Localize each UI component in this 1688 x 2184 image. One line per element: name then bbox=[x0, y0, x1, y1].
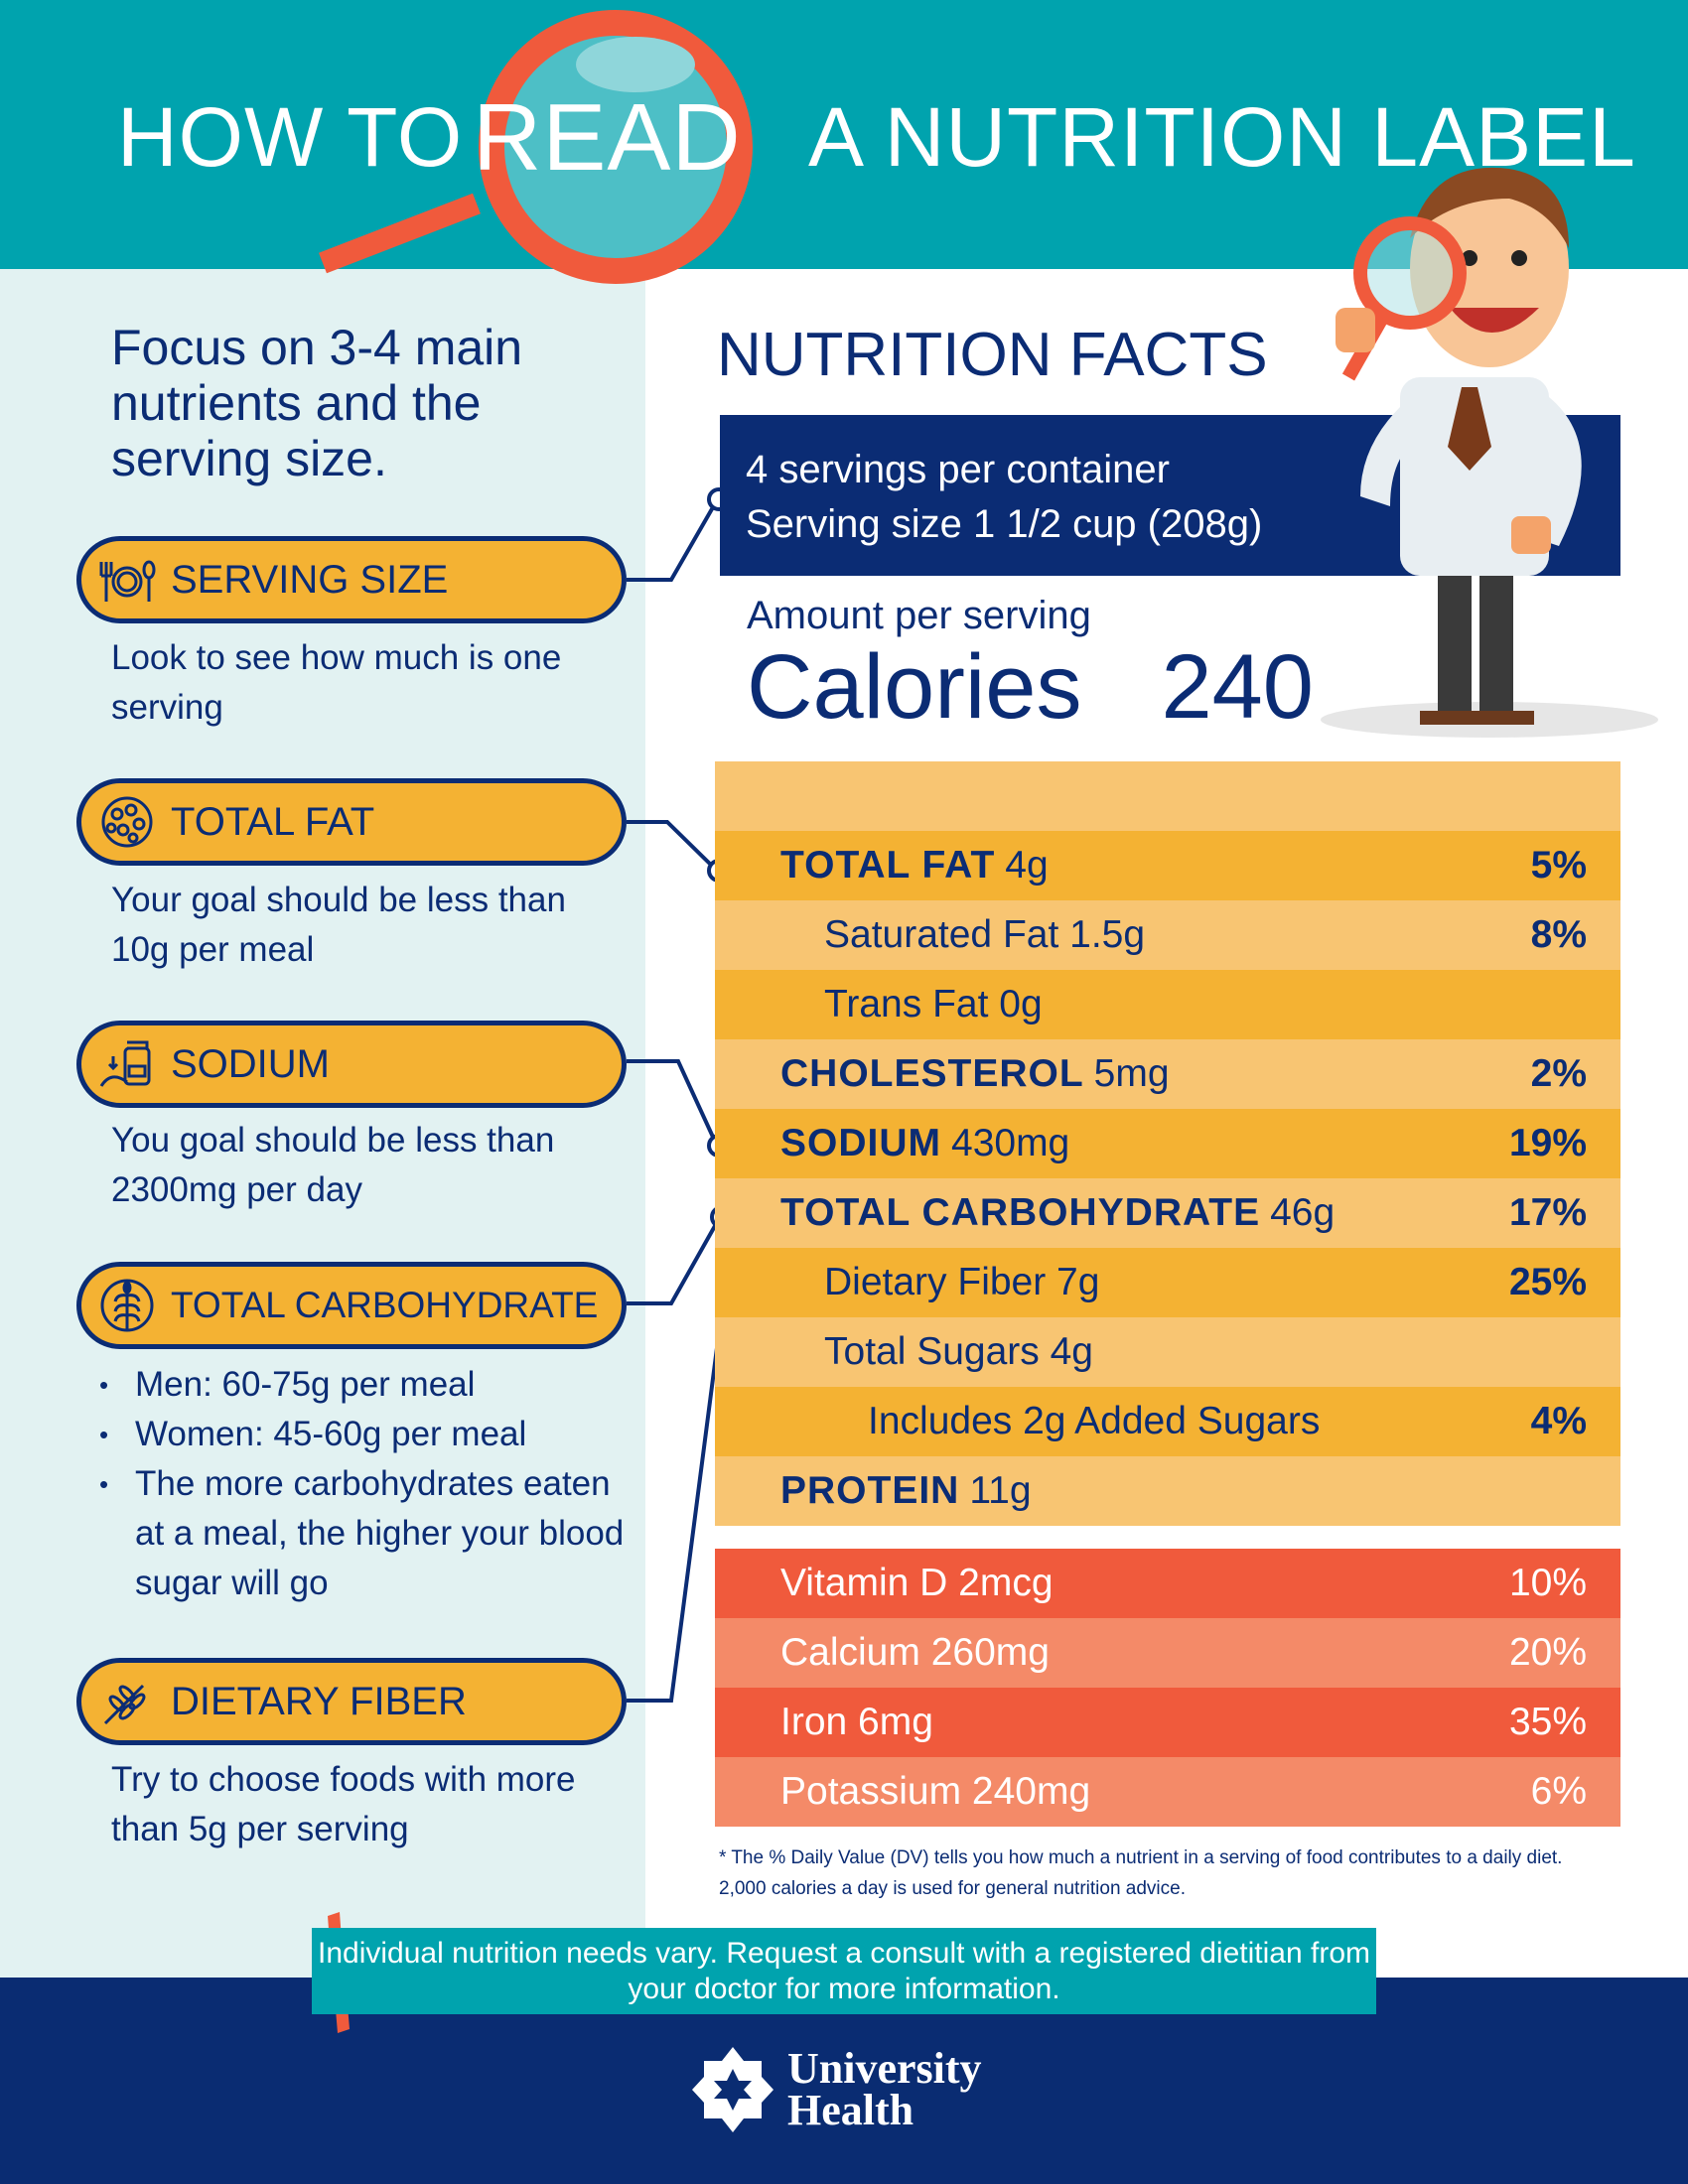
grain-icon bbox=[100, 1279, 154, 1332]
serving-size: Serving size 1 1/2 cup (208g) bbox=[746, 502, 1263, 546]
servings-per-container: 4 servings per container bbox=[746, 448, 1170, 491]
nutrient-name: TOTAL FAT 4g bbox=[780, 844, 1049, 887]
nutrient-row: TOTAL FAT 4g 5% bbox=[715, 831, 1620, 900]
vitamin-row: Potassium 240mg 6% bbox=[715, 1757, 1620, 1827]
nutrient-name: CHOLESTEROL 5mg bbox=[780, 1052, 1170, 1096]
nutrient-row: Saturated Fat 1.5g 8% bbox=[715, 900, 1620, 970]
bullet-item: Women: 45-60g per meal bbox=[99, 1410, 645, 1459]
daily-value-percent: 25% bbox=[1508, 1261, 1587, 1303]
bullet-item: The more carbohydrates eaten at a meal, … bbox=[99, 1459, 645, 1608]
nutrient-amount: 46g bbox=[1270, 1191, 1336, 1234]
nutrient-label: PROTEIN bbox=[780, 1469, 960, 1512]
vitamin-row: Vitamin D 2mcg 10% bbox=[715, 1549, 1620, 1618]
carbohydrate-bullets: Men: 60-75g per meal Women: 45-60g per m… bbox=[99, 1360, 645, 1608]
pill-label: TOTAL CARBOHYDRATE bbox=[171, 1285, 599, 1325]
daily-value-percent: 4% bbox=[1530, 1400, 1587, 1442]
wheat-icon bbox=[103, 1684, 146, 1725]
pill-label: SODIUM bbox=[171, 1041, 330, 1086]
cartoon-man-illustration bbox=[1321, 167, 1658, 738]
pill-label: SERVING SIZE bbox=[171, 557, 449, 602]
daily-value-percent: 6% bbox=[1530, 1770, 1587, 1813]
table-header-spacer bbox=[715, 761, 1620, 831]
nutrient-name: Trans Fat 0g bbox=[824, 983, 1043, 1025]
vitamin-name: Vitamin D 2mcg bbox=[780, 1562, 1054, 1604]
pill-total-fat: TOTAL FAT bbox=[76, 778, 627, 866]
nutrient-label: TOTAL CARBOHYDRATE bbox=[780, 1191, 1261, 1234]
serving-size-desc: Look to see how much is one serving bbox=[111, 638, 562, 727]
nutrient-amount: 430mg bbox=[951, 1122, 1070, 1164]
fat-icon bbox=[101, 796, 153, 848]
daily-value-percent: 20% bbox=[1508, 1631, 1587, 1674]
nutrient-row: Includes 2g Added Sugars 4% bbox=[715, 1387, 1620, 1456]
nutrient-row: TOTAL CARBOHYDRATE 46g 17% bbox=[715, 1178, 1620, 1248]
total-fat-desc: Your goal should be less than 10g per me… bbox=[111, 881, 566, 969]
calories-value: 240 bbox=[1161, 636, 1314, 738]
pill-total-carbohydrate: TOTAL CARBOHYDRATE bbox=[76, 1262, 627, 1349]
pill-dietary-fiber: DIETARY FIBER bbox=[76, 1658, 627, 1745]
daily-value-percent: 2% bbox=[1530, 1052, 1587, 1095]
nutrient-name: Total Sugars 4g bbox=[824, 1330, 1094, 1373]
nutrient-name: PROTEIN 11g bbox=[780, 1469, 1032, 1513]
title-part1: HOW TO bbox=[117, 90, 464, 184]
nutrient-name: Saturated Fat 1.5g bbox=[824, 913, 1146, 956]
footnote: * The % Daily Value (DV) tells you how m… bbox=[719, 1847, 1563, 1899]
pill-serving-size: SERVING SIZE bbox=[76, 536, 627, 623]
sodium-desc: You goal should be less than 2300mg per … bbox=[111, 1121, 555, 1209]
daily-value-percent: 19% bbox=[1508, 1122, 1587, 1164]
vitamin-name: Potassium 240mg bbox=[780, 1770, 1091, 1813]
consult-banner: Individual nutrition needs vary. Request… bbox=[312, 1928, 1376, 2014]
daily-value-percent: 5% bbox=[1530, 844, 1587, 887]
plate-cutlery-icon bbox=[99, 560, 156, 602]
daily-value-percent: 10% bbox=[1508, 1562, 1587, 1604]
nutrient-name: TOTAL CARBOHYDRATE 46g bbox=[780, 1191, 1335, 1235]
title-highlight: READ bbox=[473, 84, 742, 191]
bullet-item: Men: 60-75g per meal bbox=[99, 1360, 645, 1410]
daily-value-percent: 17% bbox=[1508, 1191, 1587, 1234]
daily-value-percent: 8% bbox=[1530, 913, 1587, 956]
nutrient-name: Includes 2g Added Sugars bbox=[868, 1400, 1321, 1442]
nutrition-facts-title: NUTRITION FACTS bbox=[717, 321, 1268, 389]
intro-text: Focus on 3-4 main nutrients and the serv… bbox=[111, 320, 523, 486]
amount-per-serving: Amount per serving bbox=[747, 594, 1091, 637]
vitamin-row: Iron 6mg 35% bbox=[715, 1688, 1620, 1757]
vitamin-table: Vitamin D 2mcg 10% Calcium 260mg 20% Iron 6m… bbox=[715, 1549, 1620, 1827]
salt-icon bbox=[99, 1040, 151, 1087]
nutrient-label: TOTAL FAT bbox=[780, 844, 996, 887]
nutrient-row: Total Sugars 4g bbox=[715, 1317, 1620, 1387]
nutrient-row: CHOLESTEROL 5mg 2% bbox=[715, 1039, 1620, 1109]
daily-value-percent: 35% bbox=[1508, 1701, 1587, 1743]
pill-label: DIETARY FIBER bbox=[171, 1679, 467, 1723]
pill-sodium: SODIUM bbox=[76, 1021, 627, 1108]
calories-label: Calories bbox=[747, 636, 1082, 738]
nutrient-name: Dietary Fiber 7g bbox=[824, 1261, 1100, 1303]
nutrient-amount: 5mg bbox=[1093, 1052, 1170, 1095]
pill-label: TOTAL FAT bbox=[171, 799, 375, 844]
logo-line2: Health bbox=[787, 2086, 914, 2134]
nutrient-name: SODIUM 430mg bbox=[780, 1122, 1069, 1165]
dietary-fiber-desc: Try to choose foods with more than 5g pe… bbox=[111, 1760, 576, 1848]
vitamin-row: Calcium 260mg 20% bbox=[715, 1618, 1620, 1688]
magnifier-icon bbox=[319, 10, 753, 284]
nutrient-row: Dietary Fiber 7g 25% bbox=[715, 1248, 1620, 1317]
nutrient-row: PROTEIN 11g bbox=[715, 1456, 1620, 1526]
nutrient-table: TOTAL FAT 4g 5% Saturated Fat 1.5g 8% Trans F… bbox=[715, 761, 1620, 1526]
vitamin-name: Iron 6mg bbox=[780, 1701, 933, 1743]
nutrient-row: SODIUM 430mg 19% bbox=[715, 1109, 1620, 1178]
nutrient-amount: 4g bbox=[1005, 844, 1049, 887]
logo-star-icon bbox=[692, 2047, 774, 2132]
nutrient-amount: 11g bbox=[969, 1469, 1032, 1512]
nutrient-label: CHOLESTEROL bbox=[780, 1052, 1084, 1095]
university-health-logo: University Health bbox=[692, 2047, 982, 2132]
nutrient-row: Trans Fat 0g bbox=[715, 970, 1620, 1039]
calories: Calories 240 bbox=[747, 635, 1314, 740]
nutrient-label: SODIUM bbox=[780, 1122, 941, 1164]
logo-line1: University bbox=[787, 2044, 982, 2093]
vitamin-name: Calcium 260mg bbox=[780, 1631, 1050, 1674]
